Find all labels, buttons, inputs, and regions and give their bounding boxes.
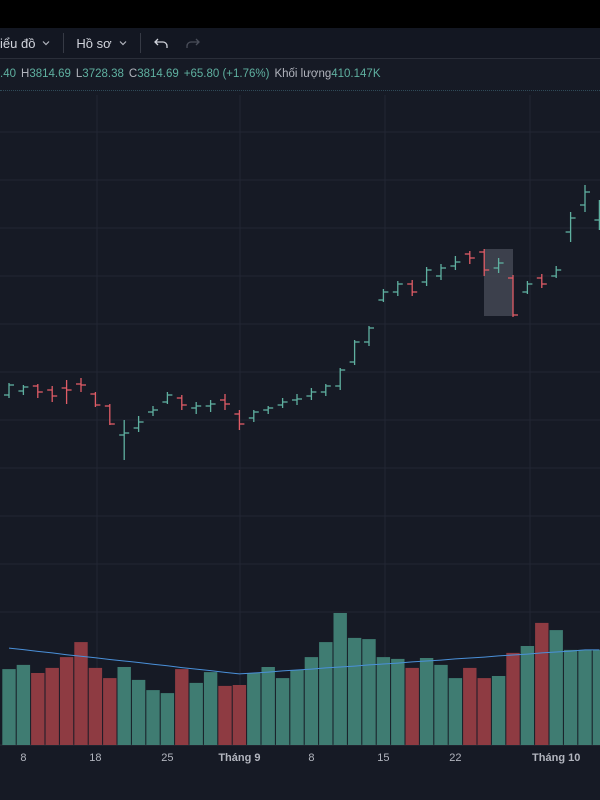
volume-bar bbox=[549, 630, 563, 745]
x-tick-label: 18 bbox=[89, 752, 101, 764]
volume-bar bbox=[247, 673, 261, 745]
volume-bar bbox=[45, 667, 59, 745]
volume-bar bbox=[203, 672, 218, 745]
profile-menu[interactable]: Hồ sơ bbox=[68, 28, 135, 58]
volume-bar bbox=[189, 682, 203, 745]
volume-bar bbox=[160, 693, 175, 745]
volume-bar bbox=[333, 613, 347, 745]
grid bbox=[0, 95, 600, 745]
x-tick-label: Tháng 9 bbox=[218, 752, 260, 764]
legend-close-label: C bbox=[128, 68, 138, 80]
volume-bar bbox=[506, 652, 520, 745]
ohlc-legend: .40 H 3814.69 L 3728.38 C 3814.69 +65.80… bbox=[0, 66, 381, 82]
x-tick-label: 8 bbox=[20, 752, 26, 764]
separator bbox=[63, 33, 65, 53]
volume-bar bbox=[117, 667, 131, 745]
volume-bar bbox=[146, 690, 160, 745]
volume-bar bbox=[563, 649, 578, 745]
volume-bar bbox=[578, 649, 592, 745]
undo-button[interactable] bbox=[145, 28, 177, 58]
volume-bar bbox=[520, 646, 535, 745]
volume-bar bbox=[376, 657, 391, 745]
volume-bar bbox=[16, 664, 31, 745]
x-tick-label: Tháng 10 bbox=[532, 752, 580, 764]
volume-bar bbox=[592, 649, 600, 745]
legend-high-label: H bbox=[21, 68, 30, 80]
undo-icon bbox=[153, 38, 168, 48]
volume-bar bbox=[88, 667, 103, 745]
volume-bar bbox=[304, 657, 319, 745]
volume-bar bbox=[419, 658, 434, 745]
volume-bar bbox=[2, 669, 16, 745]
volume-bar bbox=[103, 678, 117, 745]
volume-ma-line bbox=[8, 647, 600, 675]
pane-separator bbox=[0, 90, 600, 91]
volume-bar bbox=[175, 669, 189, 745]
x-tick-label: 25 bbox=[161, 752, 173, 764]
volume-bar bbox=[491, 676, 506, 745]
plot: 8 18 25 Tháng 9 8 15 22 Tháng 10 bbox=[2, 185, 600, 764]
volume-bar bbox=[535, 622, 549, 745]
legend-open: .40 bbox=[0, 68, 16, 80]
chart-menu[interactable]: iểu đồ bbox=[0, 28, 59, 58]
volume-bar bbox=[59, 657, 74, 745]
separator bbox=[139, 33, 141, 53]
volume-bar bbox=[131, 679, 146, 745]
volume-bar bbox=[477, 678, 491, 745]
volume-bar bbox=[463, 667, 477, 745]
redo-button[interactable] bbox=[177, 28, 209, 58]
toolbar: iểu đồ Hồ sơ bbox=[0, 28, 600, 59]
volume-bar bbox=[405, 667, 419, 745]
volume-bar bbox=[218, 685, 232, 745]
legend-volume-label: Khối lượng bbox=[274, 68, 332, 80]
profile-menu-label: Hồ sơ bbox=[76, 35, 112, 51]
legend-low: 3728.38 bbox=[82, 68, 124, 80]
legend-high: 3814.69 bbox=[29, 68, 71, 80]
volume-bar bbox=[74, 642, 88, 745]
volume-bar bbox=[290, 670, 304, 745]
volume-bar bbox=[275, 678, 290, 745]
volume-bar bbox=[31, 673, 45, 745]
x-tick-label: 22 bbox=[449, 752, 461, 764]
x-tick-label: 15 bbox=[377, 752, 389, 764]
chevron-icon bbox=[42, 41, 50, 46]
volume-bar bbox=[319, 642, 333, 745]
volume-bar bbox=[391, 658, 405, 745]
legend-volume: 410.147K bbox=[331, 68, 381, 80]
chevron-icon bbox=[119, 41, 127, 46]
volume-bar bbox=[232, 685, 247, 745]
chart-menu-label: iểu đồ bbox=[0, 35, 36, 51]
status-bar bbox=[0, 0, 600, 28]
redo-icon bbox=[186, 38, 200, 48]
volume-bar bbox=[434, 664, 448, 745]
volume-bar bbox=[347, 637, 362, 745]
legend-low-label: L bbox=[75, 68, 83, 80]
legend-close: 3814.69 bbox=[137, 68, 179, 80]
volume-bar bbox=[362, 639, 376, 745]
volume-bar bbox=[261, 667, 275, 745]
legend-change: +65.80 (+1.76%) bbox=[183, 68, 270, 80]
volume-bar bbox=[448, 678, 463, 745]
x-tick-label: 8 bbox=[308, 752, 314, 764]
